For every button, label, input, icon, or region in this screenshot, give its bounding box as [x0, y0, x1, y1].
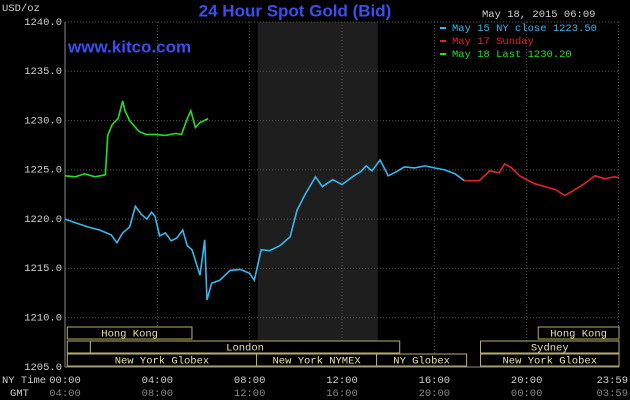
session-label: New York Globex: [502, 355, 597, 367]
x-tick-label: 12:00: [326, 375, 358, 387]
gmt-tick-label: 08:00: [142, 388, 174, 400]
gmt-tick-label: 04:00: [49, 388, 81, 400]
series-line: [64, 158, 465, 301]
session-box: [480, 353, 620, 367]
x-tick-label: 04:00: [142, 375, 174, 387]
session-label: Sydney: [531, 342, 569, 354]
gmt-tick-label: 03:59: [596, 388, 628, 400]
x-tick-label: 16:00: [419, 375, 451, 387]
session-label: New York NYMEX: [272, 355, 361, 367]
watermark: www.kitco.com: [67, 37, 191, 56]
gmt-tick-label: 00:00: [511, 388, 543, 400]
x-tick-label: 00:00: [49, 375, 81, 387]
y-tick-label: 1225.0: [24, 165, 62, 177]
session-box: [537, 326, 620, 340]
y-tick-label: 1205.0: [24, 362, 62, 374]
x-row-label: GMT: [10, 388, 29, 400]
legend-label: May 18 Last 1230.20: [452, 49, 572, 61]
x-tick-label: 08:00: [234, 375, 266, 387]
session-box: [480, 340, 620, 354]
shaded-region: [257, 22, 378, 367]
chart-title: 24 Hour Spot Gold (Bid): [199, 1, 392, 20]
x-row-label: NY Time: [2, 375, 46, 387]
gmt-tick-label: 12:00: [234, 388, 266, 400]
x-tick-label: 20:00: [511, 375, 543, 387]
session-label: NY Globex: [393, 355, 450, 367]
y-tick-label: 1220.0: [24, 214, 62, 226]
gmt-tick-label: 20:00: [419, 388, 451, 400]
session-label: New York Globex: [115, 355, 210, 367]
legend-label: May 15 NY close 1223.50: [452, 23, 597, 35]
session-box: [376, 353, 468, 367]
y-tick-label: 1210.0: [24, 312, 62, 324]
y-tick-label: 1215.0: [24, 263, 62, 275]
legend-label: May 17 Sunday: [452, 36, 534, 48]
session-box: [89, 340, 401, 354]
session-box: [66, 340, 91, 354]
y-tick-label: 1240.0: [24, 17, 62, 29]
y-tick-label: 1230.0: [24, 115, 62, 127]
session-label: London: [226, 342, 264, 354]
session-box: [66, 326, 193, 340]
x-tick-label: 23:59: [596, 375, 628, 387]
gmt-tick-label: 16:00: [326, 388, 358, 400]
series-line: [64, 100, 209, 178]
session-label: Hong Kong: [550, 328, 607, 340]
series-line: [464, 162, 620, 197]
timestamp: May 18, 2015 06:09: [482, 9, 595, 21]
y-axis-label: USD/oz: [2, 3, 40, 15]
y-tick-label: 1235.0: [24, 66, 62, 78]
session-label: Hong Kong: [101, 328, 158, 340]
